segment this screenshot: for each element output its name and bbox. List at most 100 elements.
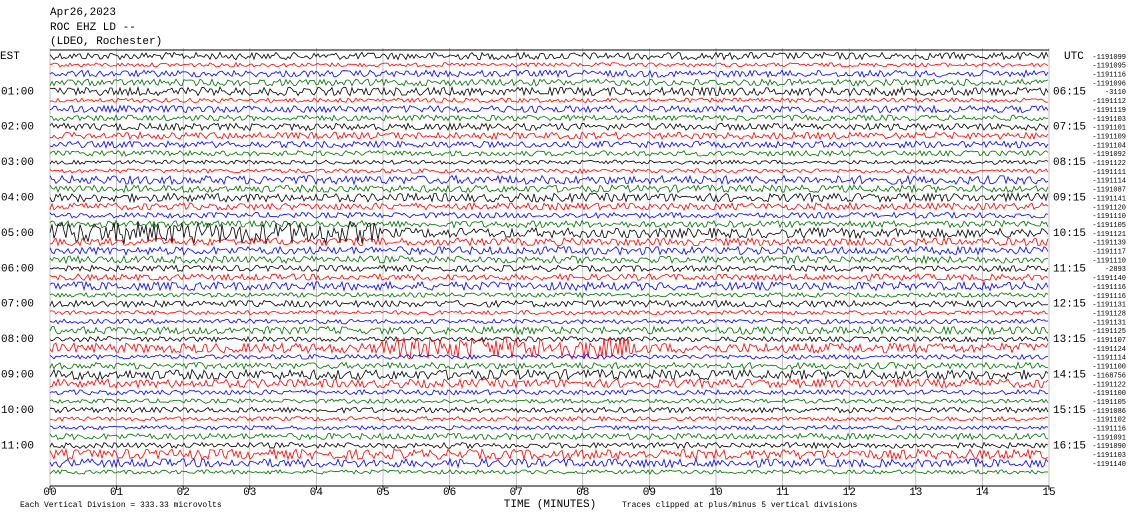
trace-offset: -1191131: [1092, 302, 1126, 310]
trace: [49, 415, 1049, 422]
trace: [49, 398, 1049, 404]
trace: [49, 406, 1049, 414]
trace-offset: -1191140: [1092, 461, 1126, 469]
trace-offset: -1191124: [1092, 346, 1126, 354]
trace: [49, 336, 1049, 361]
trace-offset: -1191101: [1092, 125, 1126, 133]
trace: [49, 78, 1049, 87]
left-zone: EST: [0, 51, 20, 63]
trace-offset: -1191096: [1092, 80, 1126, 88]
utc-label: 07:15: [1053, 122, 1086, 134]
trace: [49, 211, 1049, 220]
est-label: 05:00: [1, 228, 34, 240]
x-tick-label: 04: [310, 487, 324, 499]
est-label: 07:00: [1, 299, 34, 311]
trace-offset: -1191112: [1092, 98, 1126, 106]
trace: [49, 191, 1049, 204]
trace: [49, 469, 1049, 475]
x-tick-label: 14: [976, 487, 990, 499]
trace-offset: -1191125: [1092, 328, 1126, 336]
trace: [49, 388, 1049, 396]
trace: [49, 309, 1049, 316]
trace: [49, 97, 1049, 104]
trace: [49, 220, 1049, 245]
trace-offset: -1191110: [1092, 213, 1126, 221]
trace-offset: -1191095: [1092, 63, 1126, 71]
x-tick-label: 13: [909, 487, 922, 499]
trace-offset: -1191091: [1092, 434, 1126, 442]
x-tick-label: 11: [776, 487, 790, 499]
trace-offset: -1191100: [1092, 364, 1126, 372]
utc-label: 14:15: [1053, 370, 1086, 382]
trace-offset: -1191099: [1092, 54, 1126, 62]
trace-offset: -1191103: [1092, 116, 1126, 124]
x-axis-title: TIME (MINUTES): [504, 499, 596, 511]
trace: [49, 51, 1049, 61]
est-label: 08:00: [1, 334, 34, 346]
utc-label: 08:15: [1053, 157, 1086, 169]
x-tick-label: 05: [376, 487, 389, 499]
trace-offset: -1191128: [1092, 310, 1126, 318]
trace-offset: -1191131: [1092, 319, 1126, 327]
trace: [49, 183, 1049, 194]
x-tick-label: 00: [43, 487, 56, 499]
trace: [49, 85, 1049, 98]
est-label: 10:00: [1, 405, 34, 417]
x-tick-label: 03: [243, 487, 256, 499]
trace-offset: -2893: [1105, 266, 1126, 274]
utc-label: 06:15: [1053, 86, 1086, 98]
trace: [49, 201, 1049, 211]
trace-offset: -1191114: [1092, 355, 1126, 363]
utc-label: 09:15: [1053, 193, 1086, 205]
trace: [49, 245, 1049, 257]
scale-note: Each Vertical Division = 333.33 microvol…: [20, 501, 222, 510]
trace-offset: -1191120: [1092, 204, 1126, 212]
trace-offset: -1191104: [1092, 142, 1126, 150]
title-line: ROC EHZ LD --: [50, 22, 136, 34]
trace: [49, 353, 1049, 361]
trace-offset: -1191110: [1092, 257, 1126, 265]
right-zone: UTC: [1064, 51, 1084, 63]
trace: [49, 236, 1049, 247]
trace-offset: -1191122: [1092, 381, 1126, 389]
trace-offset: -1191087: [1092, 187, 1126, 195]
trace-offset: -1191116: [1092, 72, 1126, 80]
trace: [49, 272, 1049, 282]
trace-offset: -1191139: [1092, 240, 1126, 248]
trace: [49, 219, 1049, 229]
trace-offset: -1168756: [1092, 372, 1126, 380]
trace: [49, 104, 1049, 114]
est-label: 06:00: [1, 263, 34, 275]
trace-offset: -1191116: [1092, 293, 1126, 301]
est-label: 09:00: [1, 370, 34, 382]
utc-label: 13:15: [1053, 334, 1086, 346]
trace-offset: -1191109: [1092, 133, 1126, 141]
utc-label: 16:15: [1053, 440, 1086, 452]
trace: [49, 299, 1049, 309]
trace: [49, 368, 1049, 381]
trace: [49, 335, 1049, 343]
trace-offset: -1191140: [1092, 275, 1126, 283]
x-tick-label: 08: [576, 487, 589, 499]
trace: [49, 61, 1049, 68]
title-line: Apr26,2023: [50, 7, 116, 19]
trace-offset: -1191102: [1092, 417, 1126, 425]
trace: [49, 254, 1049, 265]
est-label: 02:00: [1, 122, 34, 134]
trace-offset: -1191119: [1092, 107, 1126, 115]
est-label: 03:00: [1, 157, 34, 169]
trace: [49, 377, 1049, 390]
trace: [49, 441, 1049, 450]
trace: [49, 432, 1049, 441]
trace: [49, 69, 1049, 79]
title-line: (LDEO, Rochester): [50, 36, 162, 48]
trace-offset: -1191111: [1092, 169, 1126, 177]
trace-offset: -1191090: [1092, 443, 1126, 451]
trace-offset: -1191121: [1092, 231, 1126, 239]
x-tick-label: 15: [1042, 487, 1055, 499]
x-tick-label: 01: [110, 487, 124, 499]
x-tick-label: 07: [510, 487, 523, 499]
utc-label: 10:15: [1053, 228, 1086, 240]
utc-label: 15:15: [1053, 405, 1086, 417]
trace-offset: -1191086: [1092, 408, 1126, 416]
